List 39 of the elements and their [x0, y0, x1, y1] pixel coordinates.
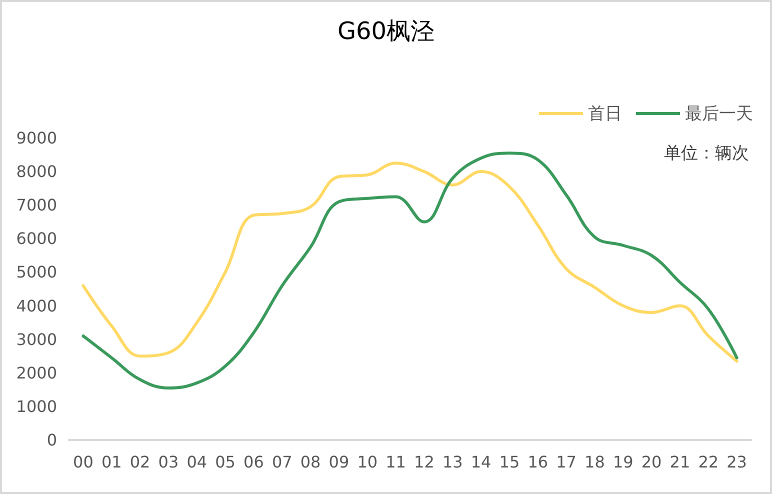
legend-label: 最后一天: [685, 104, 753, 123]
x-tick-label: 12: [414, 452, 434, 472]
y-tick-label: 7000: [16, 196, 57, 215]
chart-title: G60枫泾: [337, 17, 435, 45]
x-tick-label: 20: [641, 452, 662, 472]
x-tick-label: 09: [328, 452, 350, 472]
x-tick-label: 07: [272, 452, 292, 472]
y-tick-label: 4000: [16, 296, 57, 316]
y-tick-label: 1000: [16, 396, 57, 416]
x-tick-label: 00: [73, 452, 94, 472]
x-tick-label: 18: [584, 452, 605, 472]
x-tick-label: 13: [442, 452, 463, 472]
x-tick-label: 02: [130, 452, 150, 472]
x-tick-label: 08: [300, 452, 321, 472]
x-tick-label: 01: [101, 452, 122, 472]
x-tick-label: 15: [499, 452, 520, 472]
annotation: 单位：辆次: [664, 144, 749, 164]
x-tick-label: 19: [612, 452, 634, 472]
x-tick-label: 23: [726, 452, 747, 472]
x-tick-label: 05: [215, 452, 236, 472]
x-tick-label: 10: [357, 452, 378, 472]
x-tick-label: 22: [698, 452, 719, 472]
y-tick-label: 5000: [16, 262, 57, 282]
x-tick-label: 04: [186, 452, 208, 472]
x-tick-label: 17: [556, 452, 576, 472]
x-tick-label: 21: [670, 452, 690, 472]
legend-label: 首日: [588, 104, 622, 123]
y-tick-label: 0: [46, 430, 57, 450]
y-tick-label: 8000: [16, 162, 57, 182]
y-tick-label: 9000: [16, 128, 57, 148]
y-tick-label: 6000: [16, 229, 57, 248]
y-tick-label: 2000: [16, 363, 57, 382]
x-tick-label: 16: [528, 452, 548, 472]
x-tick-label: 03: [158, 452, 179, 472]
x-tick-label: 11: [386, 452, 406, 472]
line-series: [82, 162, 738, 363]
y-tick-label: 3000: [16, 330, 57, 349]
x-tick-label: 06: [244, 452, 264, 472]
x-tick-label: 14: [470, 452, 492, 472]
